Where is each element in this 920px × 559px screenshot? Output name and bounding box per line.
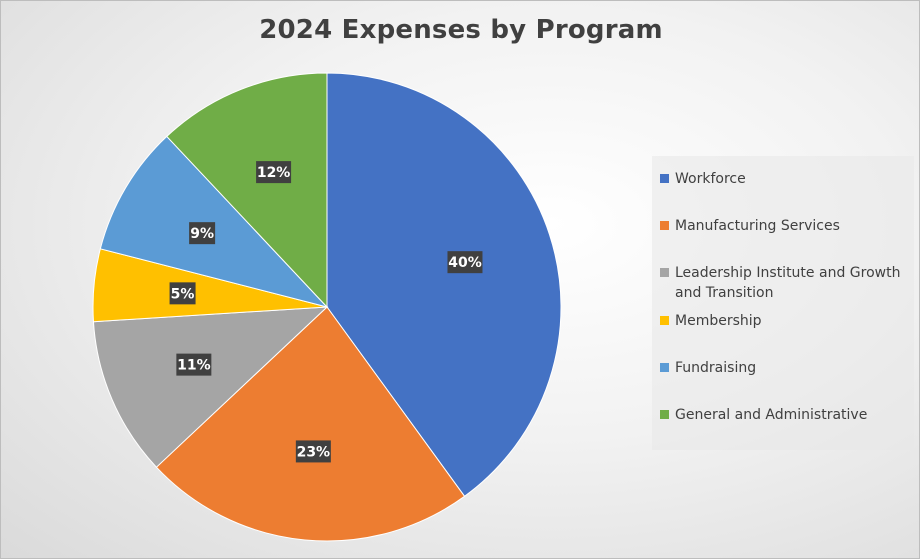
data-label-box — [176, 353, 212, 376]
legend-label: Fundraising — [675, 360, 757, 376]
legend-swatch — [660, 268, 669, 277]
legend-swatch — [660, 316, 669, 325]
data-label-text: 5% — [171, 286, 195, 302]
legend-label: General and Administrative — [675, 407, 868, 423]
data-label-leadership-institute-and-growth-and-transition: 11% — [176, 353, 212, 376]
legend-item-general-administrative: General and Administrative — [660, 405, 906, 425]
legend-swatch — [660, 221, 669, 230]
legend-item-membership: Membership — [660, 311, 906, 331]
legend-item-leadership-institute: Leadership Institute and Growth and Tran… — [660, 263, 906, 303]
data-label-text: 40% — [448, 255, 482, 271]
data-label-workforce: 40% — [447, 251, 483, 274]
legend-label: Membership — [675, 313, 762, 329]
data-label-membership: 5% — [169, 282, 196, 305]
data-label-fundraising: 9% — [189, 222, 216, 245]
pie-slice-manufacturing-services — [155, 306, 466, 542]
data-label-manufacturing-services: 23% — [295, 440, 331, 463]
data-label-box — [447, 251, 483, 274]
legend-label: Manufacturing Services — [675, 218, 840, 234]
data-label-text: 12% — [257, 165, 291, 181]
data-label-general-and-administrative: 12% — [256, 161, 292, 184]
legend-label: Workforce — [675, 171, 746, 187]
legend-item-fundraising: Fundraising — [660, 358, 906, 378]
data-label-text: 9% — [190, 226, 214, 242]
pie-slice-workforce — [326, 72, 562, 498]
data-label-text: 23% — [297, 444, 331, 460]
legend-item-manufacturing-services: Manufacturing Services — [660, 216, 906, 236]
pie-slice-leadership-institute-and-growth-and-transition — [92, 306, 329, 468]
legend-swatch — [660, 174, 669, 183]
legend-label: Leadership Institute and Growth and Tran… — [675, 265, 901, 301]
pie-slice-general-and-administrative — [166, 72, 328, 309]
data-label-box — [189, 222, 216, 245]
legend-item-workforce: Workforce — [660, 169, 906, 189]
data-label-text: 11% — [177, 358, 211, 374]
legend-swatch — [660, 410, 669, 419]
data-label-box — [169, 282, 196, 305]
chart-title: 2024 Expenses by Program — [259, 15, 663, 45]
data-label-box — [295, 440, 331, 463]
data-label-box — [256, 161, 292, 184]
pie-slice-fundraising — [99, 135, 329, 308]
legend: Workforce Manufacturing Services Leaders… — [652, 156, 914, 450]
legend-swatch — [660, 363, 669, 372]
